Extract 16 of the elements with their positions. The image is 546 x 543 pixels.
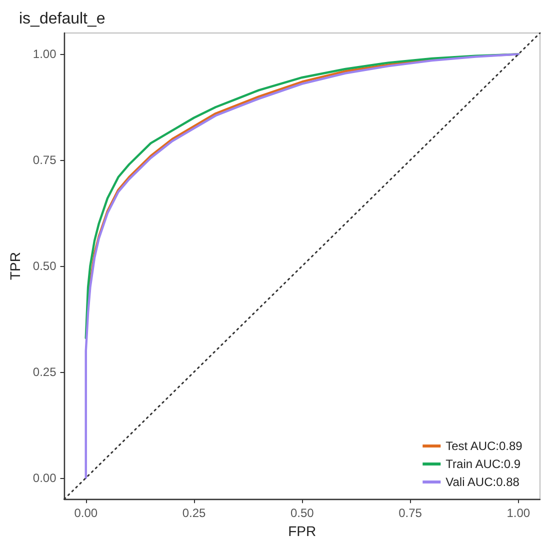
x-axis-title: FPR [288,523,316,539]
x-tick-label: 0.50 [290,506,314,520]
x-tick-label: 0.75 [398,506,422,520]
x-tick-label: 0.25 [182,506,206,520]
y-tick-label: 0.25 [32,364,57,379]
x-tick-label: 0.00 [74,506,98,520]
y-tick-label: 1.00 [32,47,57,62]
y-tick-label: 0.75 [32,153,57,168]
y-tick-label: 0.00 [32,470,57,485]
chart-title: is_default_e [19,10,106,28]
y-tick-label: 0.50 [32,259,57,274]
legend-label: Train AUC:0.9 [446,457,521,471]
x-tick-label: 1.00 [506,506,530,520]
legend-label: Test AUC:0.89 [446,439,523,453]
y-axis-title: TPR [7,252,23,280]
legend-label: Vali AUC:0.88 [446,475,520,489]
